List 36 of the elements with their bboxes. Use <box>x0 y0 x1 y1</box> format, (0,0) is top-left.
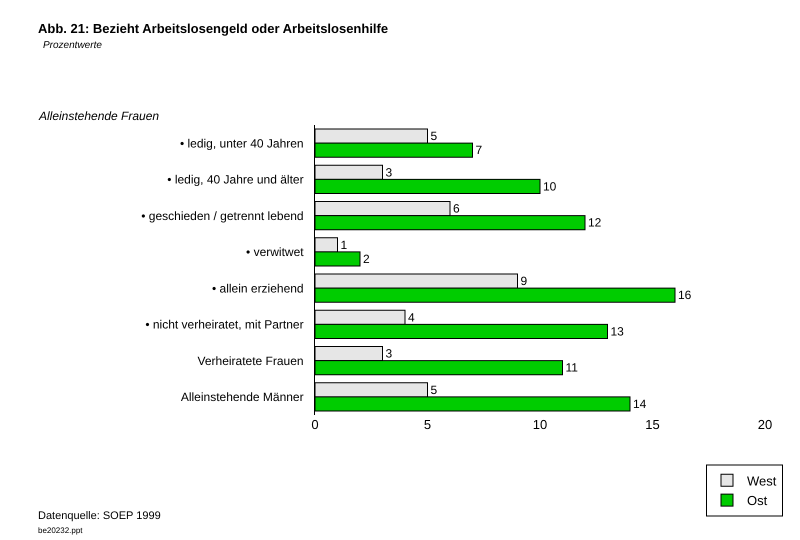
data-label: 10 <box>543 179 557 194</box>
data-label: 3 <box>386 165 392 180</box>
text: Prozentwerte <box>43 40 102 51</box>
data-label: 12 <box>588 216 602 230</box>
data-label: 13 <box>610 324 624 338</box>
x-tick-label: 5 <box>424 417 432 432</box>
x-tick-label: 0 <box>311 417 319 432</box>
data-label: 16 <box>678 288 692 302</box>
data-label: 3 <box>386 346 392 361</box>
y-tick-label: • ledig, unter 40 Jahren <box>180 136 304 150</box>
y-tick-label: • verwitwet <box>246 245 304 260</box>
data-label: 4 <box>408 310 415 324</box>
y-tick-label: • allein erziehend <box>212 281 304 296</box>
data-label: 5 <box>430 382 438 397</box>
y-tick-label: Alleinstehende Männer <box>180 390 304 404</box>
data-label: 1 <box>340 238 348 252</box>
data-label: 14 <box>633 396 647 411</box>
text: be20232.ppt <box>38 526 84 535</box>
data-label: 5 <box>430 129 438 144</box>
legend-label: West <box>747 473 777 488</box>
y-tick-label: • nicht verheiratet, mit Partner <box>145 318 304 332</box>
x-tick-label: 20 <box>758 417 772 432</box>
x-tick-label: 10 <box>532 417 548 432</box>
text: Datenquelle: SOEP 1999 <box>38 510 161 522</box>
legend-label: Ost <box>747 493 768 508</box>
data-label: 7 <box>476 143 482 158</box>
y-tick-label: • ledig, 40 Jahre und älter <box>167 172 304 187</box>
data-label: 11 <box>566 360 578 375</box>
y-tick-label: Verheiratete Frauen <box>198 354 304 368</box>
x-tick-label: 15 <box>645 417 660 432</box>
y-tick-label: • geschieden / getrennt lebend <box>141 208 304 223</box>
data-label: 2 <box>363 252 370 266</box>
data-label: 9 <box>520 274 528 288</box>
data-label: 6 <box>453 202 460 216</box>
text: Alleinstehende Frauen <box>38 109 160 123</box>
chart-title: Abb. 21: Bezieht Arbeitslosengeld oder Arbeitslosenhilfe <box>38 21 388 36</box>
